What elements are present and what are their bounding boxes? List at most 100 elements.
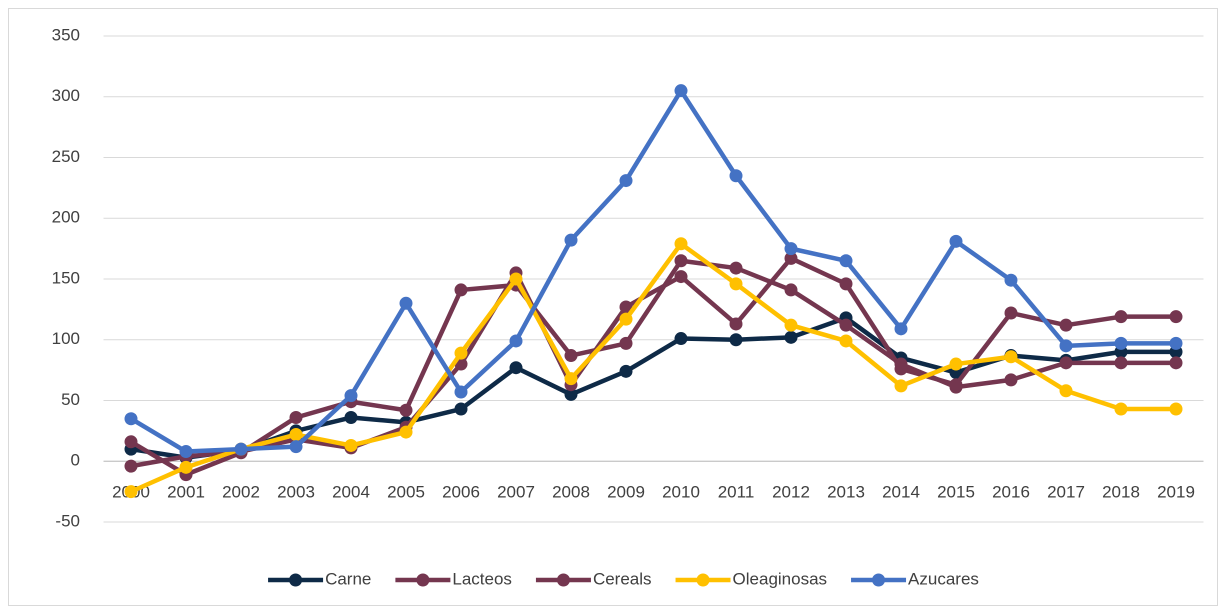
legend-label: Oleaginosas <box>733 569 828 588</box>
data-point <box>399 296 413 310</box>
data-point <box>674 270 688 284</box>
data-point <box>179 460 193 474</box>
data-point <box>234 442 248 456</box>
data-point <box>1004 350 1018 364</box>
data-point <box>1169 336 1183 350</box>
data-point <box>454 385 468 399</box>
data-point <box>124 435 138 449</box>
data-point <box>619 336 633 350</box>
x-tick-label: 2003 <box>277 483 315 502</box>
x-tick-label: 2015 <box>937 483 975 502</box>
y-tick-label: -50 <box>55 511 80 530</box>
data-point <box>894 379 908 393</box>
data-point <box>344 411 358 425</box>
data-point <box>1059 384 1073 398</box>
data-point <box>619 312 633 326</box>
data-point <box>619 174 633 188</box>
data-point <box>399 425 413 439</box>
x-tick-label: 2012 <box>772 483 810 502</box>
x-tick-label: 2006 <box>442 483 480 502</box>
legend-label: Carne <box>325 569 371 588</box>
x-tick-label: 2013 <box>827 483 865 502</box>
data-point <box>729 261 743 275</box>
x-tick-label: 2002 <box>222 483 260 502</box>
y-tick-label: 300 <box>52 86 80 105</box>
data-point <box>564 349 578 363</box>
data-point <box>729 277 743 291</box>
data-point <box>1004 373 1018 387</box>
data-point <box>784 330 798 344</box>
data-point <box>784 318 798 332</box>
data-point <box>289 411 303 425</box>
x-tick-label: 2007 <box>497 483 535 502</box>
data-point <box>289 440 303 454</box>
y-tick-label: 250 <box>52 147 80 166</box>
legend: Carne Lacteos Cereals Oleaginosas Azucares <box>268 569 979 588</box>
data-point <box>674 237 688 251</box>
data-point <box>1004 273 1018 287</box>
data-point <box>124 459 138 473</box>
data-point <box>454 283 468 297</box>
data-point <box>949 378 963 392</box>
data-point <box>729 333 743 347</box>
data-point <box>179 445 193 459</box>
x-tick-label: 2010 <box>662 483 700 502</box>
chart-frame <box>8 8 1218 606</box>
data-point <box>674 254 688 268</box>
legend-marker <box>556 573 570 587</box>
data-point <box>1114 402 1128 416</box>
legend-item: Oleaginosas <box>675 569 828 588</box>
data-point <box>344 438 358 452</box>
x-tick-label: 2009 <box>607 483 645 502</box>
data-point <box>894 322 908 336</box>
data-point <box>1059 356 1073 370</box>
data-point <box>454 346 468 360</box>
series-line <box>129 88 1176 454</box>
data-point <box>399 403 413 417</box>
data-point <box>619 364 633 378</box>
x-tick-label: 2014 <box>882 483 920 502</box>
data-point <box>564 387 578 401</box>
y-tick-label: 50 <box>61 390 80 409</box>
y-tick-label: 100 <box>52 329 80 348</box>
legend-item: Azucares <box>851 569 979 588</box>
data-point <box>564 372 578 386</box>
data-point <box>1169 356 1183 370</box>
legend-label: Azucares <box>908 569 979 588</box>
data-point <box>289 428 303 442</box>
data-point <box>1059 318 1073 332</box>
x-tick-label: 2001 <box>167 483 205 502</box>
legend-label: Lacteos <box>452 569 512 588</box>
x-tick-label: 2008 <box>552 483 590 502</box>
legend-item: Cereals <box>535 569 652 588</box>
x-tick-label: 2017 <box>1047 483 1085 502</box>
data-point <box>124 412 138 426</box>
x-tick-label: 2011 <box>718 483 755 502</box>
data-point <box>839 277 853 291</box>
data-point <box>674 332 688 346</box>
data-point <box>839 334 853 348</box>
data-point <box>124 485 138 499</box>
x-tick-label: 2018 <box>1102 483 1140 502</box>
legend-marker <box>696 573 710 587</box>
data-point <box>784 251 798 265</box>
series-line <box>129 258 1176 477</box>
legend-marker <box>416 573 430 587</box>
data-point <box>1169 402 1183 416</box>
data-point <box>509 361 523 375</box>
data-point <box>509 334 523 348</box>
data-point <box>454 402 468 416</box>
y-tick-label: 200 <box>52 208 80 227</box>
data-point <box>729 169 743 183</box>
data-point <box>674 84 688 98</box>
x-tick-label: 2016 <box>992 483 1030 502</box>
y-tick-label: 350 <box>52 25 80 44</box>
legend-label: Cereals <box>593 569 652 588</box>
data-point <box>344 389 358 403</box>
legend-item: Carne <box>268 569 371 588</box>
data-point <box>949 357 963 371</box>
legend-item: Lacteos <box>395 569 512 588</box>
data-point <box>564 233 578 247</box>
data-point <box>1169 310 1183 324</box>
